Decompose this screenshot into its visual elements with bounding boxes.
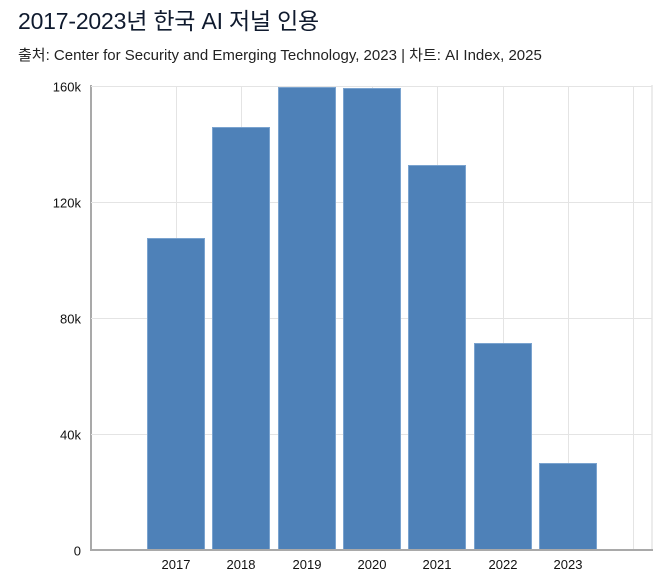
gridline-horizontal <box>91 86 652 87</box>
gridline-vertical <box>503 86 504 550</box>
bar-2018[interactable] <box>212 127 270 550</box>
x-tick-label: 2019 <box>292 557 322 572</box>
y-tick-label: 80k <box>60 311 81 327</box>
gridline-vertical <box>568 86 569 550</box>
bar-2019[interactable] <box>278 87 336 550</box>
x-tick-label: 2021 <box>422 557 452 572</box>
y-tick-label: 0 <box>73 543 81 559</box>
x-tick-label: 2022 <box>488 557 518 572</box>
chart-subtitle: 출처: Center for Security and Emerging Tec… <box>18 47 542 64</box>
bar-2022[interactable] <box>474 343 532 550</box>
bar-2020[interactable] <box>343 88 401 550</box>
bar-2017[interactable] <box>147 238 205 550</box>
y-tick-label: 40k <box>60 427 81 443</box>
x-axis-line <box>90 549 653 551</box>
bar-2023[interactable] <box>539 463 597 550</box>
y-tick-label: 120k <box>52 195 81 211</box>
x-tick-label: 2023 <box>553 557 583 572</box>
x-tick-label: 2017 <box>161 557 191 572</box>
plot-right-border <box>651 85 653 551</box>
chart-title: 2017-2023년 한국 AI 저널 인용 <box>18 8 320 34</box>
y-tick-label: 160k <box>52 79 81 95</box>
gridline-vertical <box>633 86 634 550</box>
bar-2021[interactable] <box>408 165 466 550</box>
x-tick-label: 2020 <box>357 557 387 572</box>
x-tick-label: 2018 <box>226 557 256 572</box>
